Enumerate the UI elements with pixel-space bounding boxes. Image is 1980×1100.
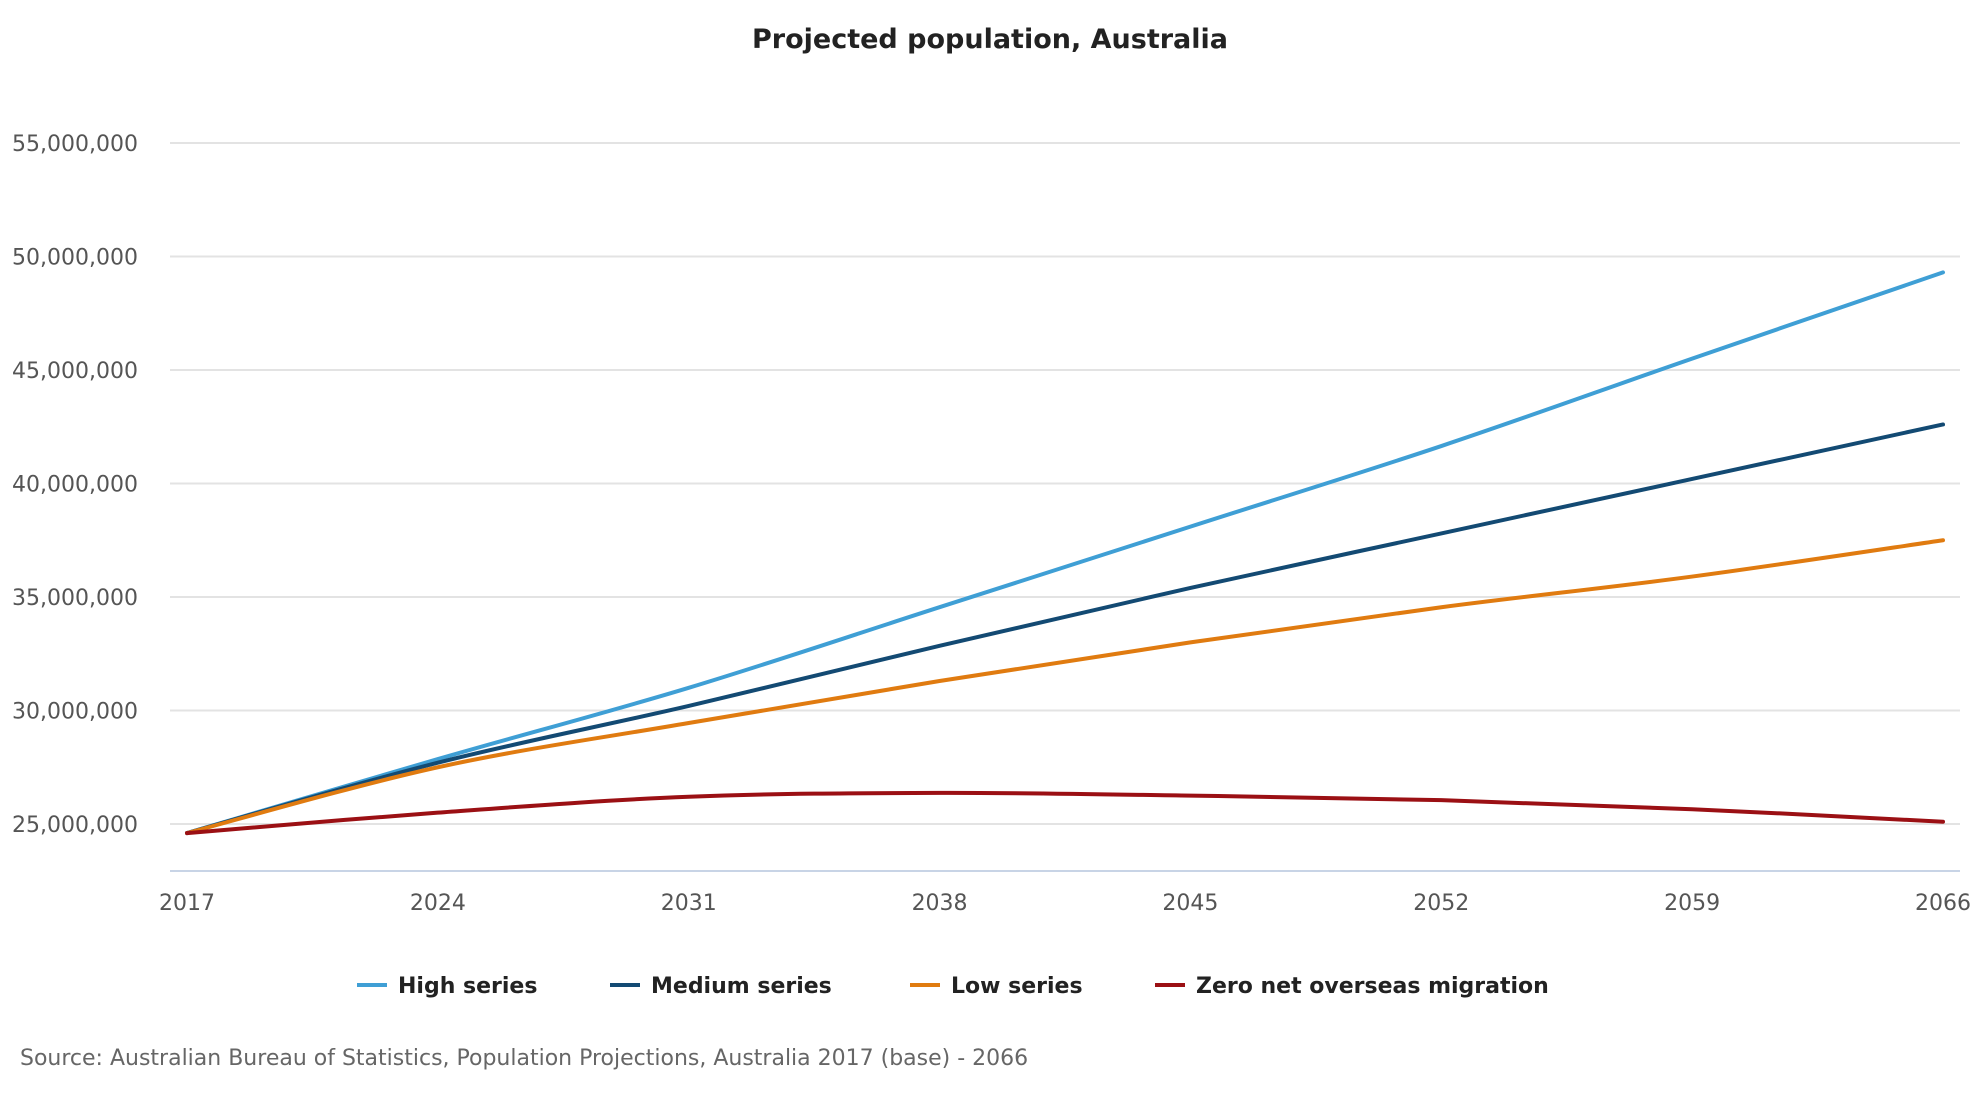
x-tick-label: 2031 [661,891,717,916]
legend-label: Zero net overseas migration [1196,974,1549,999]
y-tick-label: 55,000,000 [12,132,138,157]
series-line-high-series [185,270,1945,836]
x-tick-label: 2045 [1162,891,1218,916]
x-tick-label: 2024 [410,891,466,916]
legend-label: Medium series [651,974,832,999]
y-tick-label: 45,000,000 [12,359,138,384]
series-line-medium-series [185,422,1945,836]
y-tick-label: 40,000,000 [12,473,138,498]
legend-item[interactable]: High series [357,974,537,999]
chart-title: Projected population, Australia [752,24,1228,55]
x-tick-label: 2017 [159,891,215,916]
legend-label: High series [398,974,537,999]
series-line-low-series [185,538,1945,836]
y-axis-ticks: 25,000,000 30,000,000 35,000,000 40,000,000… [12,132,138,838]
legend-item[interactable]: Medium series [610,974,832,999]
series-line-zero-net-overseas-migration [185,790,1945,836]
y-tick-label: 35,000,000 [12,586,138,611]
x-axis-ticks: 2017 2024 2031 2038 2045 2052 2059 2066 [159,891,1971,916]
gridlines [170,142,1960,825]
legend-label: Low series [951,974,1083,999]
x-tick-label: 2059 [1664,891,1720,916]
legend: High series Medium series Low series Zero n… [357,974,1549,999]
x-tick-label: 2066 [1915,891,1971,916]
y-tick-label: 50,000,000 [12,246,138,271]
x-tick-label: 2038 [912,891,968,916]
series-lines [185,270,1945,836]
legend-item[interactable]: Zero net overseas migration [1155,974,1549,999]
source-note: Source: Australian Bureau of Statistics,… [20,1046,1028,1071]
legend-item[interactable]: Low series [910,974,1083,999]
y-tick-label: 30,000,000 [12,700,138,725]
x-tick-label: 2052 [1413,891,1469,916]
y-tick-label: 25,000,000 [12,813,138,838]
